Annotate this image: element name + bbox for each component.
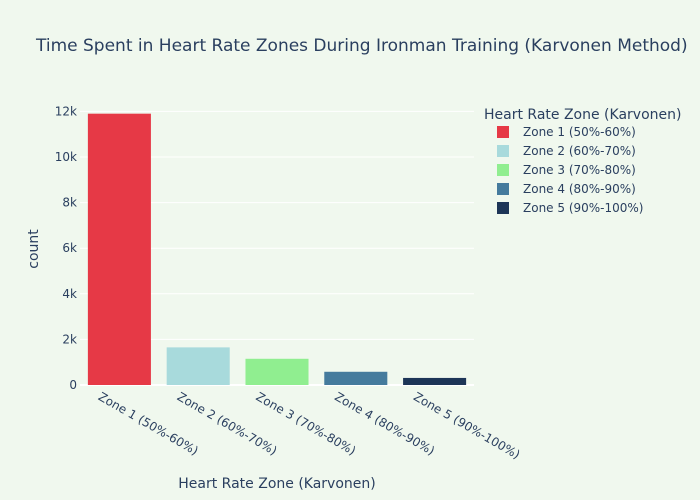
bar	[403, 377, 467, 385]
legend-title: Heart Rate Zone (Karvonen)	[484, 107, 681, 123]
y-tick-label: 2k	[62, 332, 77, 346]
legend-item-label: Zone 1 (50%-60%)	[523, 125, 636, 139]
y-tick-label: 10k	[55, 150, 77, 164]
bar	[245, 358, 309, 385]
x-axis-ticks: Zone 1 (50%-60%)Zone 2 (60%-70%)Zone 3 (…	[96, 389, 523, 461]
legend: Heart Rate Zone (Karvonen) Zone 1 (50%-6…	[484, 107, 681, 215]
x-axis-title: Heart Rate Zone (Karvonen)	[178, 476, 375, 492]
y-tick-label: 12k	[55, 104, 77, 118]
y-tick-label: 8k	[62, 196, 77, 210]
legend-item-label: Zone 4 (80%-90%)	[523, 182, 636, 196]
legend-swatch	[497, 183, 509, 195]
legend-item-label: Zone 2 (60%-70%)	[523, 144, 636, 158]
y-tick-label: 4k	[62, 287, 77, 301]
legend-swatch	[497, 202, 509, 214]
legend-swatch	[497, 145, 509, 157]
chart-title: Time Spent in Heart Rate Zones During Ir…	[35, 36, 688, 56]
bar	[324, 371, 388, 385]
legend-swatch	[497, 126, 509, 138]
bars	[87, 113, 467, 386]
legend-swatch	[497, 164, 509, 176]
bar	[166, 347, 230, 385]
legend-item-label: Zone 5 (90%-100%)	[523, 201, 644, 215]
y-axis-title: count	[26, 229, 42, 269]
y-tick-label: 0	[69, 378, 77, 392]
bar	[87, 113, 151, 386]
y-axis-ticks: 0 2k 4k 6k 8k 10k 12k	[55, 104, 77, 392]
legend-item-label: Zone 3 (70%-80%)	[523, 163, 636, 177]
y-tick-label: 6k	[62, 241, 77, 255]
